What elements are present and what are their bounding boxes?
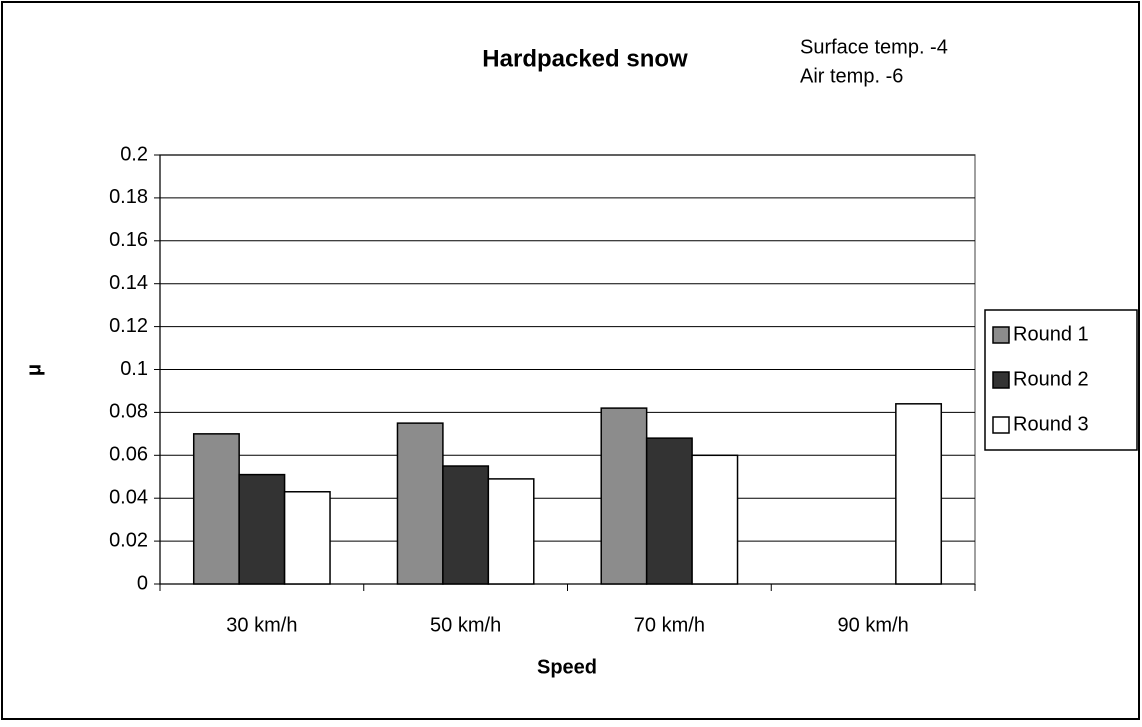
bar <box>192 433 240 585</box>
y-tick-label: 0.2 <box>120 143 148 165</box>
legend-swatch <box>992 371 1010 389</box>
bar <box>487 478 535 585</box>
bar <box>442 465 490 585</box>
bar <box>238 473 286 585</box>
y-axis-label: μ <box>23 364 45 376</box>
x-tick-label: 70 km/h <box>634 614 705 636</box>
y-tick-label: 0.08 <box>109 401 148 423</box>
annotation: Surface temp. -4 <box>800 36 948 58</box>
y-tick-label: 0.18 <box>109 186 148 208</box>
legend-swatch <box>992 416 1010 434</box>
legend-label: Round 2 <box>1013 368 1089 390</box>
bar <box>396 422 444 585</box>
legend-label: Round 1 <box>1013 323 1089 345</box>
y-tick-label: 0.02 <box>109 529 148 551</box>
x-tick-label: 90 km/h <box>838 614 909 636</box>
y-tick-label: 0 <box>137 572 148 594</box>
legend-swatch <box>992 326 1010 344</box>
y-tick-label: 0.12 <box>109 315 148 337</box>
bar <box>691 454 739 585</box>
y-tick-label: 0.06 <box>109 444 148 466</box>
y-tick-label: 0.14 <box>109 272 148 294</box>
y-tick-label: 0.04 <box>109 486 148 508</box>
x-axis-label: Speed <box>537 656 597 678</box>
bar <box>283 491 331 585</box>
x-tick-label: 50 km/h <box>430 614 501 636</box>
chart-title: Hardpacked snow <box>482 45 688 72</box>
bar <box>895 403 943 585</box>
y-tick-label: 0.16 <box>109 229 148 251</box>
x-tick-label: 30 km/h <box>226 614 297 636</box>
legend-label: Round 3 <box>1013 413 1089 435</box>
bar <box>600 407 648 585</box>
legend-box <box>984 309 1138 451</box>
annotation: Air temp. -6 <box>800 65 903 87</box>
bar <box>645 437 693 585</box>
y-tick-label: 0.1 <box>120 358 148 380</box>
